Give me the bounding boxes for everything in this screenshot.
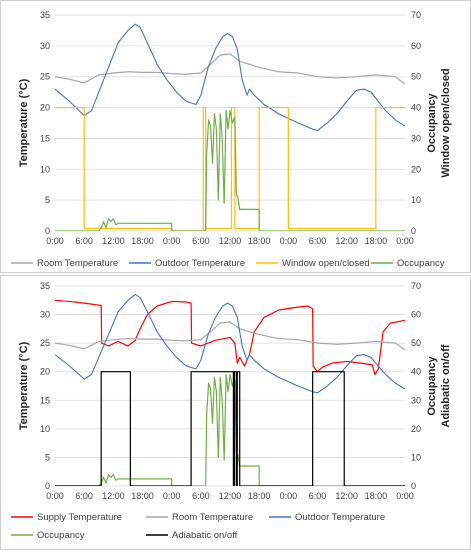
y2-tick-label: 30 xyxy=(411,133,421,143)
y2-tick-label: 60 xyxy=(411,41,421,51)
x-tick-label: 0:00 xyxy=(280,236,298,246)
x-tick-label: 6:00 xyxy=(309,491,327,501)
y-tick-label: 10 xyxy=(40,424,50,434)
y2-tick-label: 20 xyxy=(411,164,421,174)
y2-tick-label: 0 xyxy=(411,226,416,236)
legend-label-outdoor-temperature: Outdoor Temperature xyxy=(155,258,245,269)
x-tick-label: 6:00 xyxy=(75,491,93,501)
y-tick-label: 25 xyxy=(40,72,50,82)
series-line-occupancy xyxy=(55,373,405,486)
x-tick-label: 0:00 xyxy=(280,491,298,501)
chart-top: 0 5 10 15 20 25 30 35 0 10 20 30 40 50 60 70 0:00 6:00 12:… xyxy=(11,10,452,269)
series-line-room-temperature xyxy=(55,53,405,85)
y2-tick-label: 50 xyxy=(411,72,421,82)
y-tick-label: 35 xyxy=(40,281,50,291)
y2-axis-title-line2: Window open/closed xyxy=(440,68,452,177)
y-tick-label: 30 xyxy=(40,310,50,320)
y2-tick-label: 10 xyxy=(411,195,421,205)
legend-label-room-temperature: Room Temperature xyxy=(172,512,253,523)
y-tick-label: 30 xyxy=(40,41,50,51)
x-tick-label: 12:00 xyxy=(219,236,242,246)
x-tick-label: 12:00 xyxy=(102,491,125,501)
y-tick-label: 0 xyxy=(45,226,50,236)
chart-panel-bottom: 0 5 10 15 20 25 30 35 0 10 20 30 40 50 60 70 0:00 6:00 12:… xyxy=(0,275,471,550)
legend-label-occupancy: Occupancy xyxy=(37,530,85,541)
x-tick-label: 18:00 xyxy=(131,491,154,501)
y2-tick-label: 20 xyxy=(411,424,421,434)
legend-label-occupancy: Occupancy xyxy=(397,258,445,269)
y-tick-label: 35 xyxy=(40,10,50,20)
y-tick-label: 5 xyxy=(45,195,50,205)
y-tick-label: 20 xyxy=(40,367,50,377)
legend-label-outdoor-temperature: Outdoor Temperature xyxy=(295,512,385,523)
x-tick-label: 18:00 xyxy=(131,236,154,246)
y2-tick-label: 30 xyxy=(411,395,421,405)
y-axis-title: Temperature (°C) xyxy=(18,78,30,167)
y-tick-label: 10 xyxy=(40,164,50,174)
y2-tick-label: 40 xyxy=(411,103,421,113)
x-tick-label: 0:00 xyxy=(163,236,181,246)
legend-label-adiabatic-on-off: Adiabatic on/off xyxy=(172,530,238,541)
legend-label-room-temperature: Room Temperature xyxy=(37,258,118,269)
y-tick-label: 25 xyxy=(40,338,50,348)
x-tick-label: 18:00 xyxy=(248,236,271,246)
x-tick-label: 18:00 xyxy=(248,491,271,501)
y2-axis-title-line1: Occupancy xyxy=(426,92,438,152)
x-tick-label: 6:00 xyxy=(309,236,327,246)
y2-tick-label: 40 xyxy=(411,367,421,377)
y2-tick-label: 10 xyxy=(411,452,421,462)
y-tick-label: 15 xyxy=(40,395,50,405)
x-tick-label: 0:00 xyxy=(396,236,414,246)
y2-tick-label: 50 xyxy=(411,338,421,348)
series-line-outdoor-temperature xyxy=(55,23,405,131)
y2-tick-label: 60 xyxy=(411,310,421,320)
y-tick-label: 20 xyxy=(40,103,50,113)
chart-bottom: 0 5 10 15 20 25 30 35 0 10 20 30 40 50 60 70 0:00 6:00 12:… xyxy=(11,281,452,541)
series-line-outdoor-temperature xyxy=(55,294,405,394)
y-axis-title: Temperature (°C) xyxy=(18,341,30,430)
series-line-adiabatic-on-off xyxy=(55,371,405,486)
series-line-room-temperature xyxy=(55,321,405,351)
y-tick-label: 0 xyxy=(45,481,50,491)
y2-axis-title-line2: Adiabatic on/off xyxy=(440,344,452,427)
x-tick-label: 12:00 xyxy=(335,236,358,246)
x-tick-label: 6:00 xyxy=(75,236,93,246)
y-tick-label: 15 xyxy=(40,133,50,143)
x-tick-label: 18:00 xyxy=(365,236,388,246)
x-tick-label: 12:00 xyxy=(219,491,242,501)
x-tick-label: 0:00 xyxy=(396,491,414,501)
y2-tick-label: 0 xyxy=(411,481,416,491)
x-tick-label: 0:00 xyxy=(46,236,64,246)
series-line-occupancy xyxy=(55,110,405,231)
legend-label-window-open-closed: Window open/closed xyxy=(282,258,370,269)
chart-panel-top: 0 5 10 15 20 25 30 35 0 10 20 30 40 50 60 70 0:00 6:00 12:… xyxy=(0,0,471,273)
x-tick-label: 6:00 xyxy=(192,491,210,501)
x-tick-label: 12:00 xyxy=(335,491,358,501)
y2-axis-title-line1: Occupancy xyxy=(426,355,438,415)
x-tick-label: 12:00 xyxy=(102,236,125,246)
series-line-supply-temperature xyxy=(55,299,405,376)
legend-label-supply-temperature: Supply Temperature xyxy=(37,512,122,523)
y2-tick-label: 70 xyxy=(411,10,421,20)
x-tick-label: 0:00 xyxy=(46,491,64,501)
x-tick-label: 18:00 xyxy=(365,491,388,501)
x-tick-label: 6:00 xyxy=(192,236,210,246)
x-tick-label: 0:00 xyxy=(163,491,181,501)
y-tick-label: 5 xyxy=(45,452,50,462)
y2-tick-label: 70 xyxy=(411,281,421,291)
